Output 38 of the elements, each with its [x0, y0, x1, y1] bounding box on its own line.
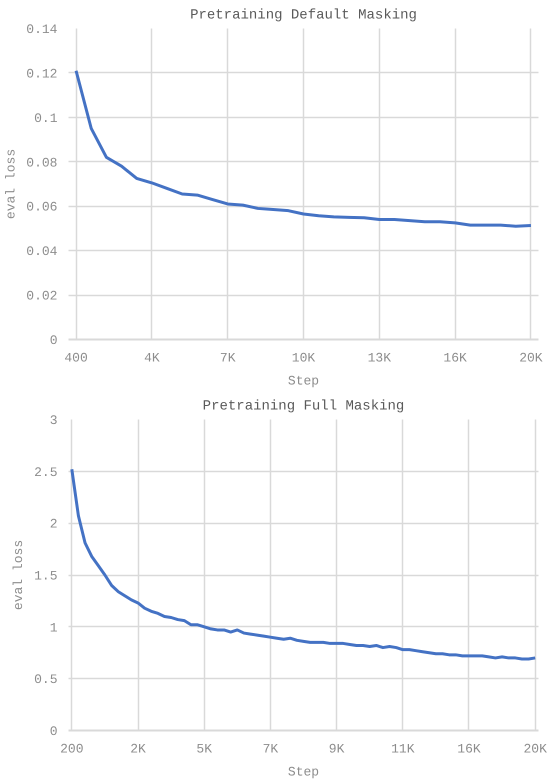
y-tick-label: 0.1 [34, 110, 58, 126]
x-axis-title: Step [288, 374, 320, 388]
y-tick-label: 0 [50, 724, 58, 739]
x-tick-label: 9K [328, 742, 345, 756]
y-tick-label: 2.5 [34, 464, 58, 480]
x-tick-label: 13K [368, 350, 392, 366]
chart-title: Pretraining Full Masking [202, 398, 404, 414]
y-tick-label: 0.06 [26, 200, 58, 215]
x-tick-label: 400 [64, 350, 88, 366]
y-tick-label: 0.12 [26, 66, 58, 82]
x-tick-label: 11K [391, 742, 415, 756]
x-tick-label: 16K [457, 742, 481, 756]
x-tick-label: 2K [130, 742, 146, 756]
chart-title: Pretraining Default Masking [190, 8, 417, 24]
x-tick-label: 10K [292, 350, 316, 366]
y-axis-title: eval loss [11, 540, 26, 610]
x-tick-label: 7K [220, 350, 236, 366]
y-tick-label: 0.5 [34, 672, 58, 688]
y-tick-label: 0.04 [26, 244, 58, 260]
y-tick-label: 0 [50, 333, 58, 348]
y-axis-title: eval loss [3, 148, 18, 220]
line-series [70, 468, 537, 660]
line-series [74, 69, 532, 228]
y-tick-label: 2 [50, 516, 58, 532]
x-axis-title: Step [288, 764, 320, 780]
x-tick-label: 200 [60, 742, 84, 756]
y-tick-label: 0.14 [26, 22, 58, 37]
x-tick-label: 16K [443, 350, 468, 366]
x-tick-label: 7K [262, 742, 278, 756]
x-tick-label: 20K [519, 350, 543, 366]
y-tick-label: 1 [50, 620, 58, 636]
y-tick-label: 3 [50, 413, 58, 428]
y-tick-label: 0.08 [26, 155, 58, 170]
x-tick-label: 20K [523, 742, 548, 756]
y-tick-label: 0.02 [26, 288, 58, 304]
x-tick-label: 4K [144, 350, 160, 366]
x-tick-label: 5K [196, 742, 212, 756]
y-tick-label: 1.5 [34, 568, 58, 584]
